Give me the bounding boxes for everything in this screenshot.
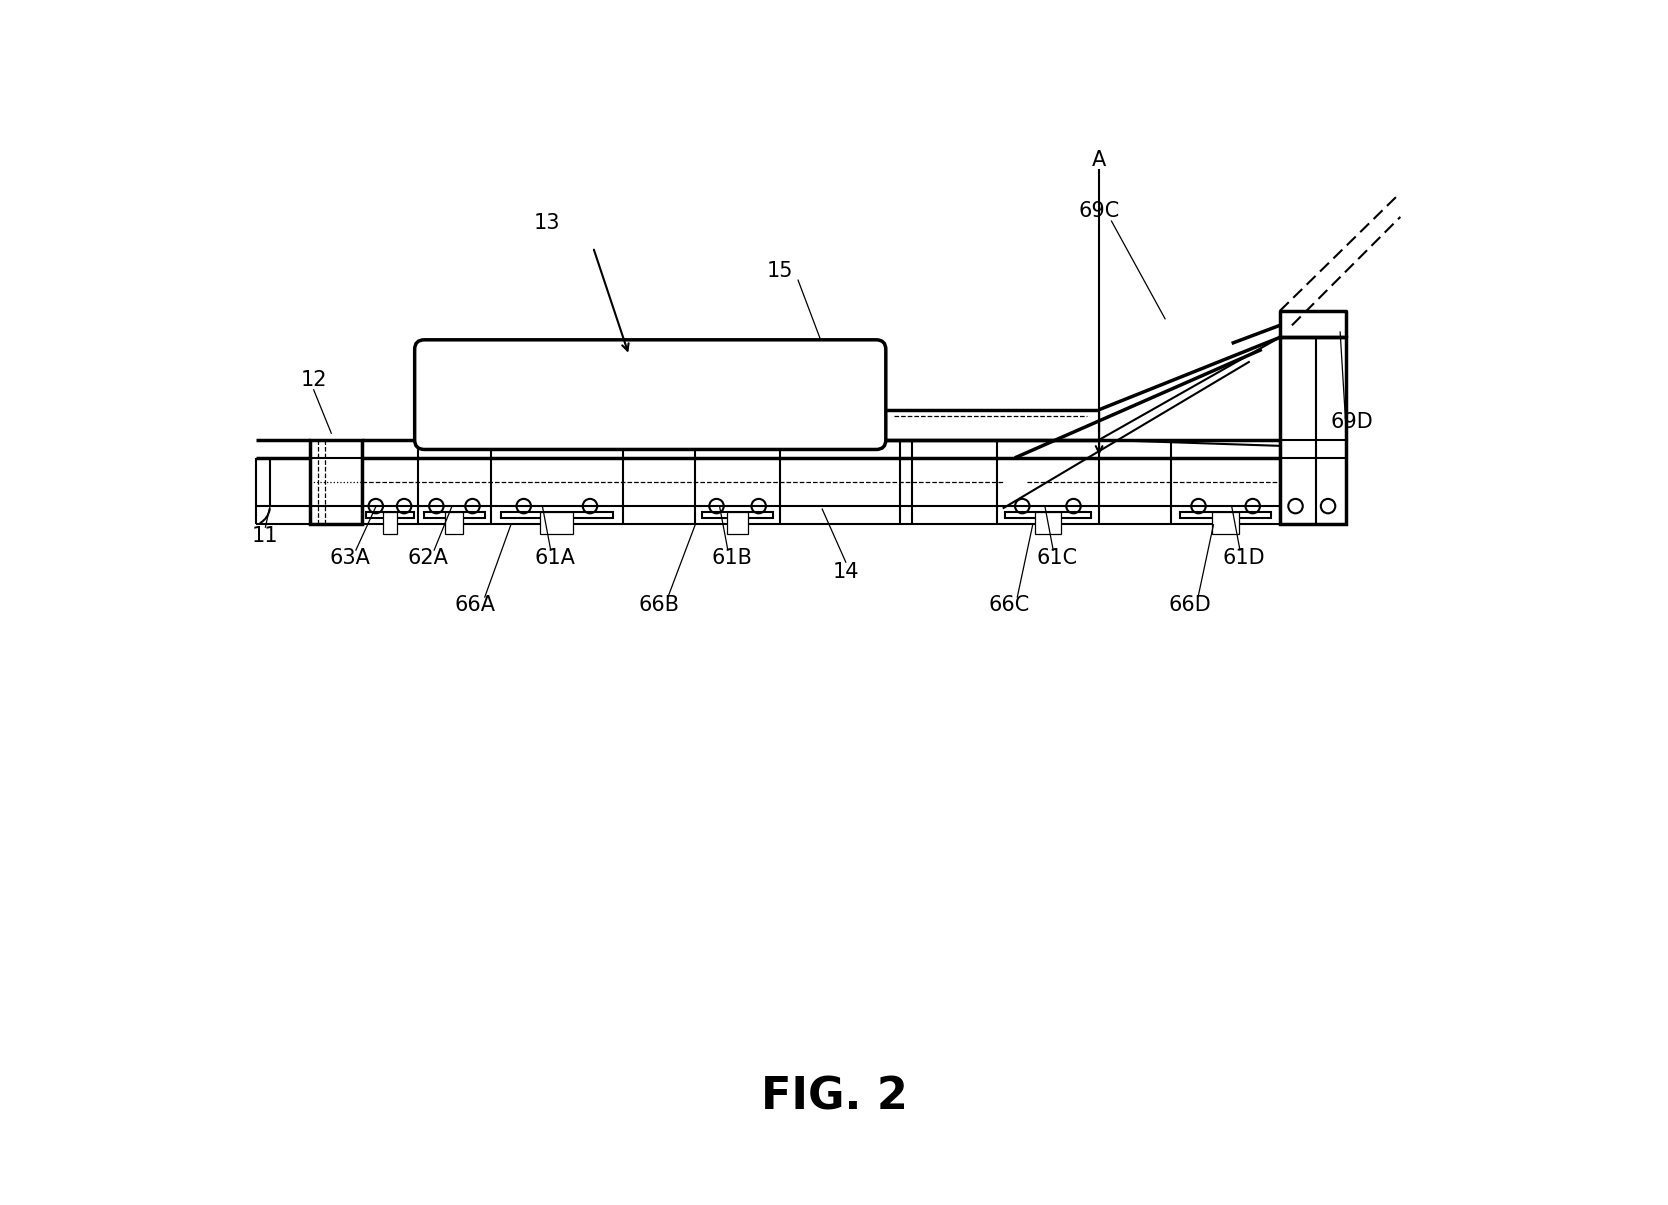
Text: 66B: 66B [639,595,681,615]
Text: 69D: 69D [1331,412,1373,431]
Text: 66A: 66A [454,595,495,615]
Bar [424,512,485,518]
Text: 62A: 62A [407,548,449,568]
Bar [384,512,397,534]
Bar [727,512,749,534]
Text: 61B: 61B [711,548,752,568]
Text: 66D: 66D [1168,595,1211,615]
Bar [1279,337,1346,524]
Text: 12: 12 [300,370,327,389]
Text: 61D: 61D [1223,548,1264,568]
Text: 13: 13 [534,213,560,233]
Text: 63A: 63A [329,548,370,568]
Text: 61A: 61A [534,548,575,568]
Bar [500,512,612,518]
Text: 69C: 69C [1079,201,1119,221]
Text: A: A [1093,151,1106,170]
Bar [540,512,574,534]
Bar [1179,512,1271,518]
Bar [367,512,414,518]
Text: 14: 14 [832,563,859,582]
Text: 66C: 66C [987,595,1029,615]
Bar [1213,512,1239,534]
Bar [310,440,362,524]
Text: 15: 15 [767,261,792,281]
Bar [702,512,772,518]
Text: FIG. 2: FIG. 2 [761,1075,907,1118]
Text: 61C: 61C [1036,548,1078,568]
Bar [1004,512,1091,518]
Bar [1036,512,1061,534]
Bar [445,512,464,534]
Text: 11: 11 [252,527,279,546]
FancyBboxPatch shape [415,340,886,449]
